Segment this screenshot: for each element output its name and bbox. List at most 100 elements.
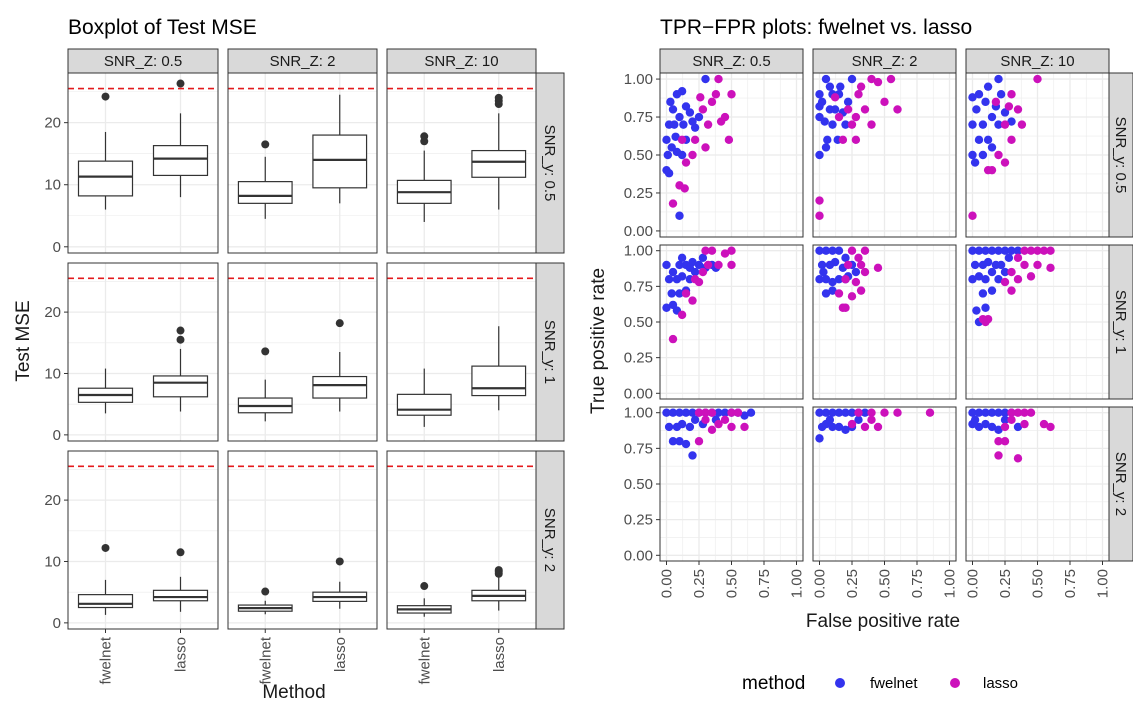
boxplot-col-strip-label: SNR_Z: 10	[424, 53, 498, 70]
box-fwelnet	[396, 368, 452, 427]
point-lasso	[834, 112, 844, 122]
point-lasso	[860, 422, 870, 432]
point-fwelnet	[828, 277, 837, 287]
point-fwelnet	[675, 289, 684, 298]
panel-border	[386, 72, 537, 254]
panel-border	[67, 72, 219, 254]
boxplot-title: Boxplot of Test MSE	[68, 16, 257, 39]
panel-background	[228, 451, 377, 629]
point-fwelnet	[834, 408, 844, 417]
point-fwelnet	[714, 408, 723, 417]
x-tick-label: 0.50	[1030, 569, 1047, 598]
point-fwelnet	[688, 408, 697, 417]
x-tick-label: lasso	[173, 637, 190, 672]
point-fwelnet	[675, 211, 684, 220]
box-fwelnet	[77, 92, 134, 210]
y-tick-label: 10	[44, 365, 61, 382]
point-lasso	[1020, 408, 1029, 417]
point-fwelnet	[828, 286, 837, 295]
scatter-panel: 0.00 0.25 0.50 0.75 1.00	[965, 406, 1112, 598]
point-fwelnet	[974, 246, 984, 255]
point-fwelnet	[825, 415, 835, 425]
point-fwelnet	[970, 158, 980, 167]
point-lasso	[701, 415, 710, 425]
point-fwelnet	[974, 272, 984, 281]
point-lasso	[1026, 246, 1036, 255]
series-lasso	[694, 408, 749, 446]
point-lasso	[688, 150, 697, 160]
point-fwelnet	[670, 120, 679, 129]
boxplot-row-strip	[535, 72, 565, 254]
scatter-ylabel: True positive rate	[588, 268, 609, 414]
point-fwelnet	[821, 143, 831, 152]
point-fwelnet	[987, 246, 997, 255]
point-fwelnet	[974, 135, 984, 145]
point-fwelnet	[841, 120, 850, 129]
point-fwelnet	[815, 246, 824, 255]
point-fwelnet	[685, 422, 695, 432]
point-lasso	[707, 425, 717, 435]
y-tick-label: 0.00	[624, 547, 653, 564]
point-fwelnet	[690, 415, 700, 425]
panel-background	[228, 263, 377, 441]
point-fwelnet	[1000, 246, 1010, 255]
box-lasso	[152, 326, 209, 412]
point-lasso	[703, 260, 713, 270]
point-fwelnet	[815, 90, 824, 99]
point-lasso	[733, 408, 743, 417]
x-tick-label: lasso	[491, 637, 508, 672]
boxplot-row-strip	[535, 450, 565, 630]
y-tick-label: 0.75	[624, 278, 653, 295]
point-fwelnet	[981, 97, 990, 107]
y-tick-label: 0	[53, 427, 61, 444]
point-lasso	[1033, 260, 1042, 270]
point-fwelnet	[841, 408, 850, 417]
point-fwelnet	[981, 419, 990, 429]
point-fwelnet	[854, 415, 863, 425]
point-lasso	[841, 303, 850, 312]
point-fwelnet	[994, 74, 1003, 84]
point-fwelnet	[740, 411, 749, 420]
point-fwelnet	[1000, 108, 1010, 117]
scatter-col-strip-label: SNR_Z: 0.5	[692, 53, 770, 70]
boxplot-row-strip-label: SNR_y: 0.5	[541, 125, 558, 202]
point-fwelnet	[834, 275, 844, 284]
box-fwelnet	[77, 368, 134, 414]
point-lasso	[1026, 408, 1036, 417]
point-fwelnet	[815, 275, 824, 284]
box-iqr	[396, 393, 452, 416]
point-lasso	[860, 267, 870, 277]
boxplot-panel: 0 10 20	[44, 262, 219, 444]
box-lasso	[312, 557, 368, 609]
y-tick-label: 20	[44, 492, 61, 509]
point-lasso	[886, 74, 896, 84]
boxplot-panel	[227, 262, 378, 442]
legend-fwelnet-marker	[835, 678, 845, 688]
point-lasso	[727, 422, 736, 432]
point-lasso	[714, 260, 723, 270]
point-lasso	[1000, 422, 1010, 432]
point-fwelnet	[685, 108, 695, 117]
point-lasso	[880, 408, 889, 417]
point-fwelnet	[994, 275, 1003, 284]
point-fwelnet	[821, 246, 831, 255]
point-fwelnet	[821, 408, 831, 417]
scatter-panel	[812, 244, 957, 400]
box-iqr	[152, 589, 209, 602]
point-fwelnet	[978, 150, 988, 160]
scatter-panel	[965, 72, 1110, 238]
point-fwelnet	[987, 286, 997, 295]
point-lasso	[701, 143, 710, 152]
y-tick-label: 20	[44, 304, 61, 321]
point-lasso	[711, 90, 721, 99]
point-fwelnet	[677, 419, 687, 429]
point-fwelnet	[690, 123, 700, 132]
point-lasso	[843, 105, 853, 114]
point-lasso	[1020, 419, 1029, 429]
point-fwelnet	[996, 260, 1006, 270]
point-fwelnet	[668, 408, 678, 417]
point-lasso	[681, 158, 691, 167]
point-lasso	[867, 408, 876, 417]
point-fwelnet	[987, 143, 997, 152]
outlier-point	[176, 548, 185, 557]
